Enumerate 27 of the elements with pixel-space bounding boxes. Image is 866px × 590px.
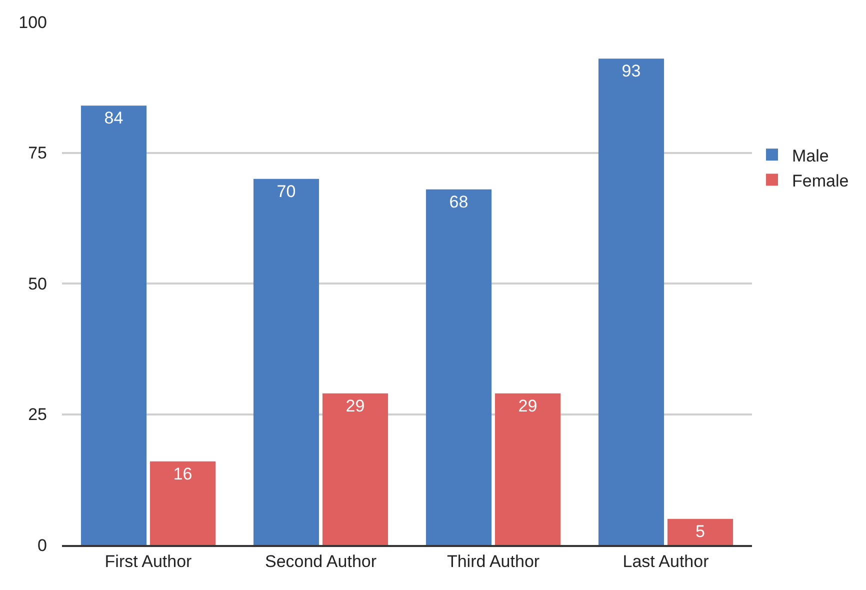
y-tick-label: 75	[28, 144, 47, 163]
x-tick-label: Second Author	[264, 552, 377, 572]
legend-label: Male	[792, 146, 829, 166]
y-tick-label: 100	[18, 12, 47, 32]
data-label: 5	[696, 522, 705, 541]
x-tick-label: Third Author	[446, 552, 540, 572]
data-label: 70	[276, 182, 296, 201]
x-tick-label: First Author	[104, 552, 192, 572]
data-label: 16	[173, 464, 192, 484]
y-tick-label: 0	[38, 536, 47, 555]
bar	[322, 393, 388, 545]
bar	[494, 393, 561, 545]
bar	[667, 518, 734, 545]
data-label: 29	[346, 396, 365, 416]
bar	[150, 461, 216, 545]
bar	[253, 178, 320, 545]
data-label: 29	[518, 396, 538, 416]
x-tick-label: Last Author	[622, 552, 710, 572]
bar	[426, 189, 492, 545]
bar	[80, 106, 147, 545]
data-label: 93	[622, 62, 641, 81]
data-label: 84	[104, 108, 124, 128]
legend-label: Female	[792, 171, 849, 190]
y-tick-label: 50	[28, 274, 47, 294]
data-label: 68	[449, 192, 468, 212]
y-tick-label: 25	[28, 405, 47, 424]
bar	[598, 58, 664, 545]
